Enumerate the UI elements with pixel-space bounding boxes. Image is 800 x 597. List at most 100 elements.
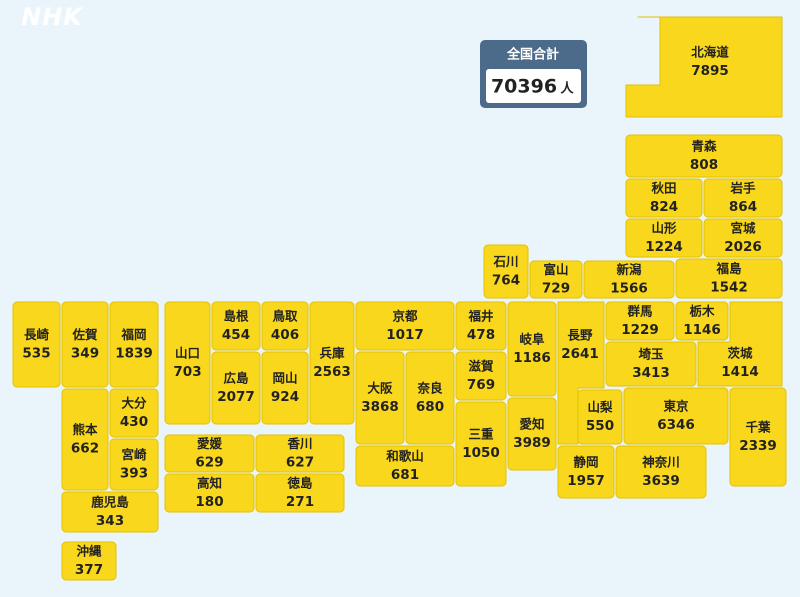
prefecture-name: 鹿児島	[91, 495, 129, 510]
prefecture-value: 1146	[683, 322, 721, 338]
prefecture-tile	[355, 351, 405, 445]
prefecture-name: 栃木	[689, 304, 715, 319]
prefecture-value: 406	[271, 327, 299, 343]
prefecture-tile	[625, 178, 703, 218]
prefecture-value: 729	[542, 281, 570, 297]
prefecture-name: 大阪	[367, 381, 393, 396]
prefecture-value: 1224	[645, 239, 683, 255]
prefecture-value: 3868	[361, 399, 399, 415]
prefecture-value: 924	[271, 389, 299, 405]
prefecture-name: 佐賀	[71, 327, 98, 342]
prefecture-value: 1229	[621, 322, 659, 338]
prefecture-value: 7895	[691, 63, 729, 79]
prefecture-value: 703	[173, 364, 201, 380]
prefecture-value: 535	[22, 346, 50, 362]
prefecture-value: 629	[195, 455, 223, 471]
prefecture-tile	[483, 244, 529, 299]
prefecture-tile	[583, 260, 675, 299]
prefecture-tile	[625, 218, 703, 258]
prefecture-value: 2339	[739, 438, 777, 454]
prefecture-value: 1542	[710, 280, 748, 296]
prefecture-name: 岩手	[729, 181, 756, 196]
prefecture-value: 1414	[721, 364, 759, 380]
prefecture-tile	[507, 301, 557, 397]
prefecture-name: 富山	[543, 262, 568, 277]
prefecture-tile	[455, 301, 507, 351]
prefecture-tile	[625, 134, 783, 178]
total-label: 全国合計	[506, 47, 559, 63]
prefecture-name: 兵庫	[319, 346, 345, 361]
prefecture-value: 430	[120, 414, 148, 430]
prefecture-name: 長野	[567, 328, 593, 343]
prefecture-value: 2026	[724, 239, 762, 255]
prefecture-value: 478	[467, 327, 495, 343]
prefecture-name: 愛知	[519, 417, 544, 432]
prefecture-tile	[211, 301, 261, 351]
prefecture-tile	[211, 351, 261, 425]
prefecture-name: 広島	[223, 371, 249, 386]
prefecture-value: 1186	[513, 350, 551, 366]
prefecture-value: 808	[690, 157, 718, 173]
prefecture-tile	[675, 258, 783, 299]
prefecture-tile	[12, 301, 61, 388]
prefecture-name: 福井	[467, 309, 494, 324]
prefecture-value: 764	[492, 273, 520, 289]
prefecture-name: 宮城	[730, 221, 756, 236]
prefecture-value: 349	[71, 346, 99, 362]
logo: NHK	[21, 3, 84, 31]
prefecture-tile	[697, 301, 783, 387]
prefecture-name: 茨城	[727, 346, 753, 361]
prefecture-tile	[605, 301, 675, 341]
prefecture-value: 1839	[115, 346, 153, 362]
prefecture-name: 山梨	[587, 400, 613, 415]
prefecture-value: 271	[286, 494, 314, 510]
prefecture-name: 埼玉	[638, 347, 664, 362]
prefecture-value: 454	[222, 327, 250, 343]
prefecture-name: 秋田	[651, 181, 676, 196]
prefecture-tile	[625, 16, 783, 118]
prefecture-name: 岐阜	[519, 332, 545, 347]
prefecture-name: 千葉	[745, 420, 771, 435]
prefecture-value: 2563	[313, 364, 351, 380]
prefecture-value: 2077	[217, 389, 255, 405]
prefecture-tile	[109, 438, 159, 491]
prefecture-value: 550	[586, 418, 614, 434]
prefecture-tile	[557, 301, 605, 445]
prefecture-value: 627	[286, 455, 314, 471]
prefecture-value: 662	[71, 441, 99, 457]
prefecture-name: 宮崎	[121, 447, 147, 462]
prefecture-tile	[507, 397, 557, 471]
total-unit: 人	[560, 81, 574, 97]
prefecture-name: 滋賀	[468, 359, 494, 374]
prefecture-name: 静岡	[573, 455, 598, 470]
prefecture-name: 愛媛	[197, 436, 223, 451]
prefecture-value: 769	[467, 377, 495, 393]
prefecture-name: 大分	[121, 396, 147, 411]
prefecture-tile	[164, 473, 255, 513]
prefecture-tile	[255, 434, 345, 473]
prefecture-value: 3989	[513, 435, 551, 451]
prefecture-value: 3639	[642, 473, 680, 489]
prefecture-name: 青森	[691, 139, 717, 154]
prefecture-name: 北海道	[691, 45, 729, 60]
prefecture-name: 石川	[492, 254, 518, 269]
prefecture-tile	[255, 473, 345, 513]
prefecture-value: 377	[75, 562, 103, 578]
prefecture-value: 680	[416, 399, 444, 415]
prefecture-value: 824	[650, 199, 678, 215]
prefecture-value: 1017	[386, 327, 424, 343]
prefecture-name: 島根	[223, 309, 249, 324]
prefecture-name: 香川	[286, 436, 312, 451]
prefecture-name: 徳島	[286, 476, 313, 491]
prefecture-value: 3413	[632, 365, 670, 381]
prefecture-tile	[109, 388, 159, 438]
prefecture-tile	[703, 218, 783, 258]
prefecture-value: 393	[120, 466, 148, 482]
prefecture-name: 山口	[175, 346, 200, 361]
prefecture-tile	[605, 341, 697, 387]
prefecture-tile	[309, 301, 355, 425]
prefecture-name: 奈良	[416, 381, 443, 396]
prefecture-name: 福島	[715, 261, 742, 276]
prefecture-tile	[164, 301, 211, 425]
prefecture-tile	[729, 387, 787, 487]
